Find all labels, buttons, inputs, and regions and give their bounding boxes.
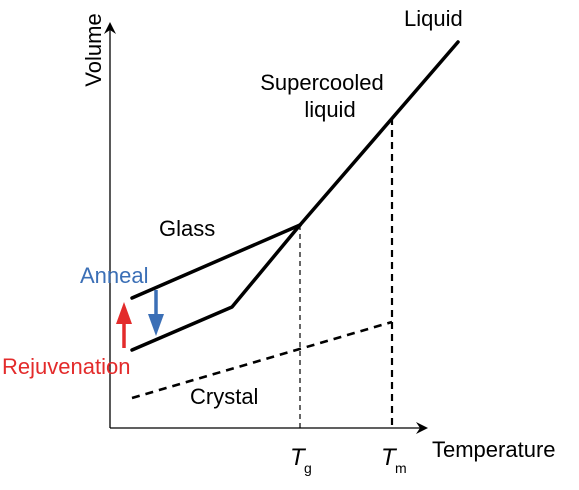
supercooled-label-line2: liquid [304,97,355,122]
glass-line-upper [130,223,302,300]
rejuvenation-label: Rejuvenation [2,354,130,379]
glass-label: Glass [159,216,215,241]
y-axis-title: Volume [81,13,106,86]
arrow-down-icon [148,290,164,336]
supercooled-label-line1: Supercooled [260,70,384,95]
glass-line-lower [130,223,302,352]
svg-text:T: T [290,444,307,471]
tm-tick-label: T m [381,444,407,476]
crystal-line [131,320,393,400]
liquid-line [298,40,460,227]
tg-tick-label: T g [290,444,312,476]
anneal-label: Anneal [80,263,149,288]
svg-text:g: g [304,460,312,476]
x-axis-title: Temperature [432,437,556,462]
crystal-label: Crystal [190,384,258,409]
liquid-label: Liquid [404,6,463,31]
svg-text:m: m [395,460,407,476]
svg-text:T: T [381,444,398,471]
arrow-up-icon [116,302,132,348]
